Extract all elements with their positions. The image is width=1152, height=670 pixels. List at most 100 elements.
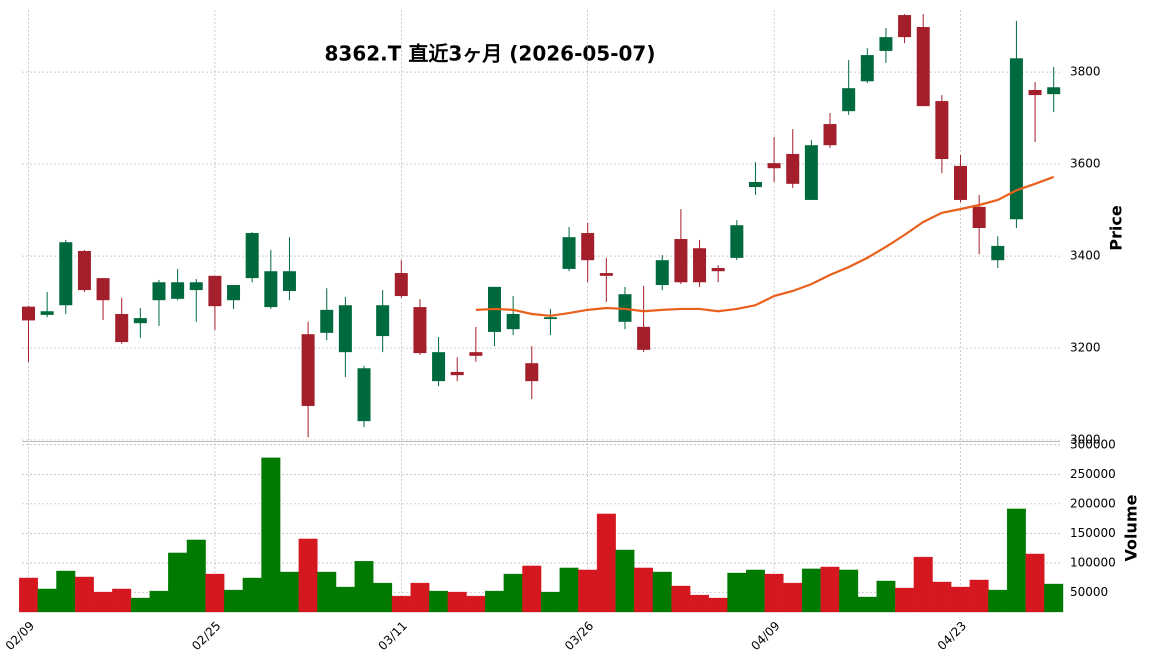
candle-body <box>823 124 837 146</box>
volume-bar <box>354 561 374 613</box>
volume-bar <box>1025 553 1045 613</box>
volume-bar <box>857 596 877 613</box>
candle-body <box>59 242 73 306</box>
volume-bar <box>261 457 281 613</box>
candle-body <box>133 318 147 324</box>
candle-body <box>637 326 651 350</box>
volume-tick-label: 200000 <box>1070 496 1116 510</box>
candle-body <box>525 363 539 382</box>
candle-body <box>208 275 222 307</box>
volume-bar <box>522 565 542 613</box>
candle-body <box>450 371 464 376</box>
candle-body <box>376 305 390 337</box>
volume-bar <box>1044 583 1064 613</box>
candle-body <box>96 278 110 301</box>
volume-bar <box>373 582 393 613</box>
volume-bar <box>1006 508 1026 613</box>
candle-body <box>860 55 874 82</box>
volume-bar <box>820 566 840 613</box>
y-tick-label: 3000 <box>1070 433 1101 447</box>
y-tick-label: 3600 <box>1070 157 1101 171</box>
x-tick-label: 03/26 <box>562 619 596 653</box>
volume-bar <box>727 572 747 613</box>
candle-body <box>357 368 371 422</box>
candle-body <box>581 233 595 261</box>
candle-body <box>693 248 707 283</box>
volume-bar <box>37 588 57 613</box>
candle-body <box>506 313 520 330</box>
candle-body <box>115 313 129 343</box>
candle-body <box>301 334 315 406</box>
volume-bar <box>652 571 672 613</box>
candle-body <box>991 245 1005 261</box>
candle-body <box>935 101 949 160</box>
y-axis-label: Price <box>1107 205 1126 251</box>
candle-body <box>674 239 688 283</box>
volume-bar <box>186 539 206 613</box>
candle-body <box>543 317 557 320</box>
candle-body <box>954 165 967 200</box>
volume-bar <box>801 568 821 613</box>
volume-bar <box>615 549 635 613</box>
volume-bar <box>596 513 616 613</box>
candle-body <box>748 182 762 188</box>
volume-bar <box>112 588 132 613</box>
volume-bar <box>224 589 244 613</box>
volume-bar <box>149 590 169 613</box>
volume-bar <box>708 597 728 613</box>
volume-bar <box>19 577 38 613</box>
candle-body <box>730 225 744 258</box>
candle-body <box>171 282 185 299</box>
volume-bar <box>56 570 76 613</box>
volume-tick-label: 100000 <box>1070 555 1116 569</box>
chart-title: 8362.T 直近3ヶ月 (2026-05-07) <box>325 42 656 66</box>
volume-bar <box>559 567 579 613</box>
volume-tick-label: 250000 <box>1070 467 1116 481</box>
candle-body <box>152 282 166 301</box>
candle-body <box>898 15 912 38</box>
volume-bar <box>895 587 915 613</box>
y-tick-label: 3800 <box>1070 65 1101 79</box>
candle-body <box>655 260 669 286</box>
candle-body <box>562 237 576 269</box>
x-tick-label: 03/11 <box>376 619 410 653</box>
candle-body <box>432 352 446 382</box>
volume-bar <box>969 579 989 613</box>
volume-bar <box>391 595 411 613</box>
candle-body <box>599 273 613 276</box>
volume-bar <box>130 597 150 613</box>
volume-bar <box>913 556 933 613</box>
candle-body <box>804 145 818 200</box>
volume-bar <box>876 580 896 613</box>
volume-bar <box>447 591 467 613</box>
x-tick-label: 04/23 <box>935 619 969 653</box>
candle-body <box>264 271 278 308</box>
volume-bar <box>540 591 560 613</box>
candle-body <box>842 88 856 112</box>
y-tick-label: 3200 <box>1070 341 1101 355</box>
volume-bar <box>242 577 262 613</box>
candle-body <box>394 273 408 297</box>
volume-bar <box>745 569 765 613</box>
candle-body <box>413 307 427 354</box>
volume-tick-label: 300000 <box>1070 437 1116 451</box>
volume-bar <box>168 552 188 613</box>
x-tick-label: 04/09 <box>748 619 782 653</box>
volume-bar <box>764 573 784 613</box>
candle-body <box>282 271 296 291</box>
volume-bar <box>951 586 970 613</box>
volume-bar <box>671 585 691 613</box>
candle-body <box>189 282 203 291</box>
volume-bar <box>410 582 430 613</box>
volume-bar <box>429 590 449 613</box>
candle-body <box>320 309 334 333</box>
candle-body <box>227 285 241 301</box>
volume-bar <box>634 567 654 613</box>
candle-body <box>711 268 725 272</box>
volume-bar <box>988 589 1008 613</box>
volume-bar <box>317 571 337 613</box>
volume-bar <box>503 573 523 613</box>
candle-body <box>338 305 352 353</box>
y-tick-label: 3400 <box>1070 249 1101 263</box>
